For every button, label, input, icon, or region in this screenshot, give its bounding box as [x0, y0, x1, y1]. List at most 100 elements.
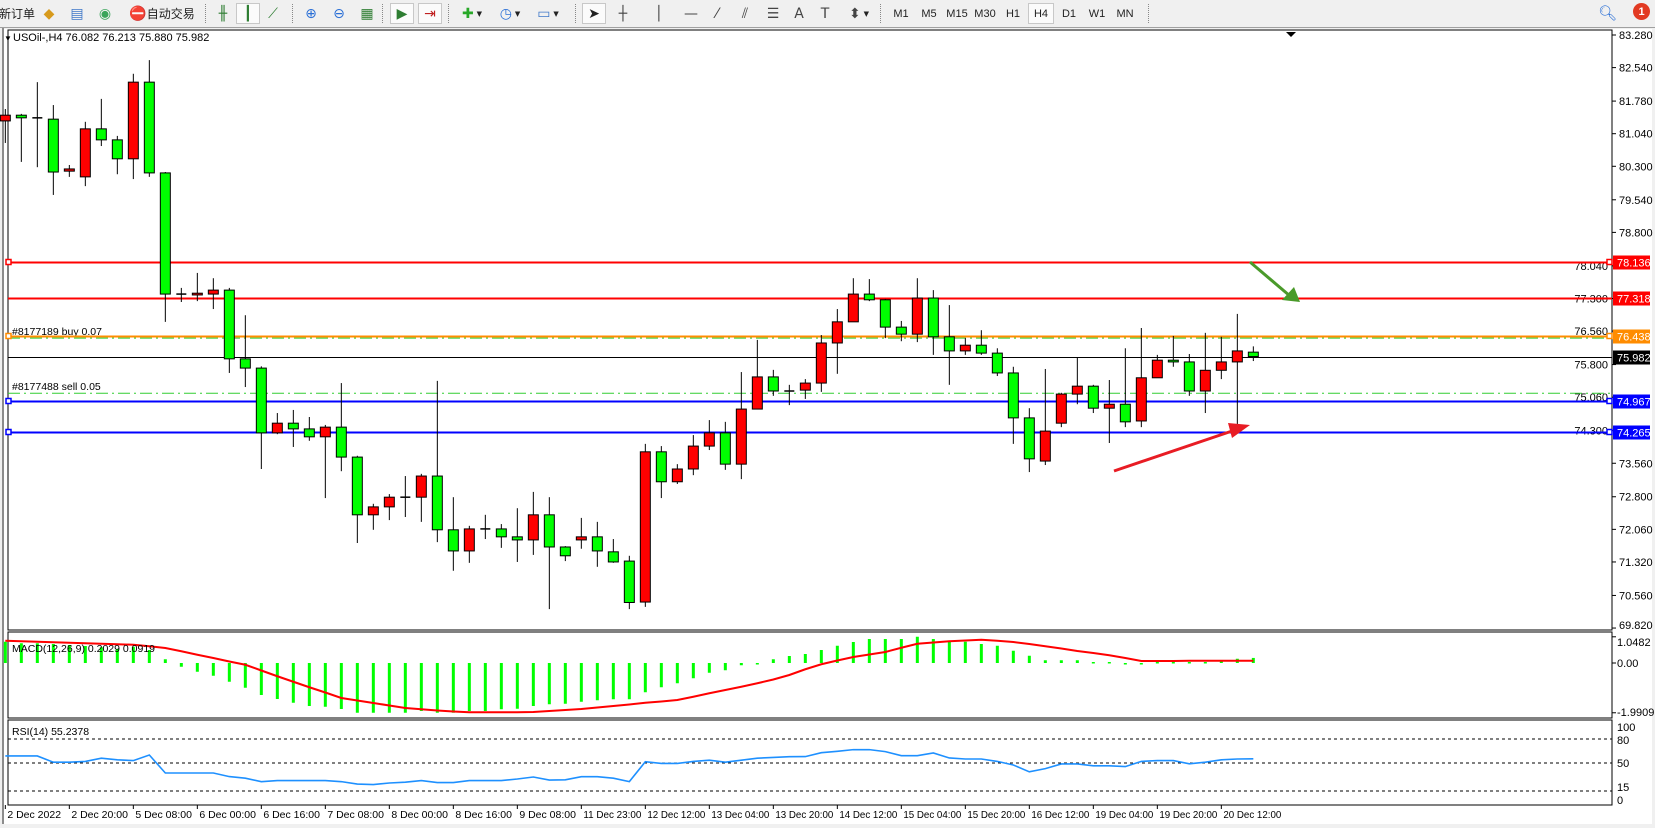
candle	[47, 105, 59, 195]
level-handle-left[interactable]	[5, 258, 12, 266]
macd-histogram-bar	[35, 643, 39, 663]
dropdown-arrow-icon[interactable]: ▼	[514, 9, 521, 18]
auto-trading-button[interactable]: ⛔ 自动交易	[122, 3, 202, 24]
market-watch-icon: ◆	[43, 5, 55, 22]
period-mn[interactable]: MN	[1116, 7, 1134, 20]
candle-body	[767, 376, 779, 392]
time-axis-label: 8 Dec 00:00	[391, 809, 448, 821]
candle	[239, 315, 251, 388]
macd-histogram-bar	[51, 644, 55, 663]
candle-body	[591, 536, 603, 552]
level-handle-right[interactable]	[1606, 397, 1613, 405]
candle-body	[1023, 417, 1035, 460]
crosshair-icon: ┼	[618, 5, 628, 22]
dropdown-arrow-icon[interactable]: ▼	[476, 9, 483, 18]
periods-icon: ◷	[499, 5, 512, 22]
fibonacci-icon[interactable]: ☰	[762, 3, 784, 24]
macd-histogram-bar	[467, 663, 471, 711]
equidistant-channel-icon[interactable]: ⫽	[734, 3, 756, 24]
period-m15[interactable]: M15	[946, 7, 968, 20]
time-axis-label: 2 Dec 2022	[7, 809, 61, 821]
candle	[559, 546, 571, 562]
price-level-badge	[1613, 350, 1650, 365]
level-handle-right[interactable]	[1606, 332, 1613, 340]
periods-icon[interactable]: ◷ ▼	[494, 3, 526, 24]
candle-body	[943, 336, 955, 352]
macd-histogram-bar	[499, 663, 503, 710]
trendline-icon: ⁄	[715, 5, 719, 22]
zoom-out-icon[interactable]: ⊖	[328, 3, 350, 24]
navigator-icon: ▤	[70, 5, 84, 22]
signals-icon[interactable]: ◉	[94, 3, 116, 24]
auto-scroll-icon[interactable]: ▶	[390, 3, 414, 24]
vertical-line-icon[interactable]: │	[648, 3, 670, 24]
dropdown-arrow-icon[interactable]: ▼	[553, 9, 559, 18]
chart-window[interactable]: 83.280 82.540 81.780 81.040 80.300 79.540 78.8…	[0, 28, 1655, 828]
period-d1[interactable]: D1	[1061, 7, 1077, 20]
text-label-icon[interactable]: T	[814, 3, 836, 24]
candle-body	[719, 432, 731, 465]
text-icon[interactable]: A	[788, 3, 810, 24]
green-arrow-annotation[interactable]	[1249, 260, 1291, 298]
candlestick-chart-icon[interactable]: ┃	[236, 3, 260, 24]
trendline-icon[interactable]: ⁄	[706, 3, 728, 24]
notification-badge[interactable]: 1	[1633, 3, 1650, 20]
level-handle-right[interactable]	[1606, 428, 1613, 436]
indicators-icon[interactable]: ✚ ▼	[456, 3, 488, 24]
dropdown-arrow-icon[interactable]: ▼	[863, 9, 870, 18]
period-w1[interactable]: W1	[1088, 7, 1106, 20]
period-h1[interactable]: H1	[1005, 7, 1021, 20]
templates-icon[interactable]: ▭ ▼	[532, 3, 564, 24]
navigator-icon[interactable]: ▤	[66, 3, 88, 24]
candle	[79, 121, 91, 187]
macd-histogram-bar	[1155, 662, 1159, 664]
bar-chart-icon: ╫	[218, 5, 228, 22]
macd-histogram-bar	[483, 663, 487, 711]
main-pane	[7, 29, 1613, 631]
tile-windows-icon[interactable]: ▦	[356, 3, 378, 24]
crosshair-icon[interactable]: ┼	[612, 3, 634, 24]
chart-shift-icon[interactable]: ⇥	[418, 3, 442, 24]
level-handle-right[interactable]	[1606, 258, 1613, 266]
period-h4[interactable]: H4	[1028, 3, 1054, 24]
market-watch-icon[interactable]: ◆	[38, 3, 60, 24]
candle-body	[687, 445, 699, 470]
candle-body	[1071, 385, 1083, 395]
macd-axis-label: 1.0482	[1617, 637, 1651, 649]
zoom-in-icon[interactable]: ⊕	[300, 3, 322, 24]
arrows-icon[interactable]: ⬍ ▼	[843, 3, 875, 24]
macd-histogram-bar	[515, 663, 519, 709]
candle	[111, 135, 123, 175]
search-icon[interactable]: 🔍︎	[1598, 4, 1618, 22]
time-axis-label: 5 Dec 08:00	[135, 809, 192, 821]
candle-body	[1231, 350, 1243, 363]
macd-histogram-bar	[371, 663, 375, 713]
candle-body	[0, 114, 11, 122]
chart-shift-marker-icon[interactable]	[1286, 32, 1296, 37]
period-m5[interactable]: M5	[921, 7, 937, 20]
level-handle-left[interactable]	[5, 397, 12, 405]
candle	[784, 384, 795, 406]
candle	[655, 446, 667, 499]
horizontal-line-icon[interactable]: —	[680, 3, 702, 24]
level-handle-left[interactable]	[5, 332, 12, 340]
macd-histogram-bar	[67, 645, 71, 663]
candle-body	[1199, 369, 1211, 392]
red-arrow-annotation[interactable]	[1113, 427, 1239, 473]
candle	[15, 113, 27, 162]
time-axis-label: 16 Dec 12:00	[1031, 809, 1089, 821]
time-axis-label: 9 Dec 08:00	[519, 809, 576, 821]
collapse-triangle-icon[interactable]: ▼	[4, 34, 12, 43]
candle-body	[751, 376, 763, 410]
new-order-button[interactable]: 新订单	[0, 3, 35, 24]
level-handle-left[interactable]	[5, 428, 12, 436]
period-m30[interactable]: M30	[974, 7, 996, 20]
signals-icon: ◉	[98, 5, 112, 22]
macd-histogram-bar	[1107, 662, 1111, 664]
bar-chart-icon[interactable]: ╫	[212, 3, 234, 24]
price-axis-label: 72.800	[1619, 492, 1653, 504]
period-m1[interactable]: M1	[893, 7, 909, 20]
line-chart-icon[interactable]: ⟋	[262, 3, 284, 24]
cursor-icon[interactable]: ➤	[582, 3, 606, 24]
price-axis-label: 73.560	[1619, 458, 1653, 470]
